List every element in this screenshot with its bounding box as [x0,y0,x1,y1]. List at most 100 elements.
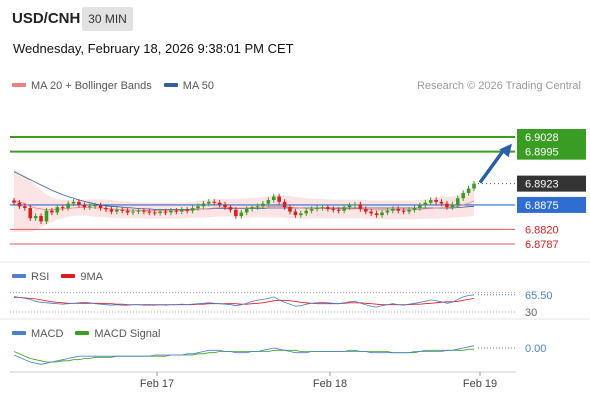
candle-body [23,206,27,209]
candle-body [450,204,455,208]
legend-ma50: MA 50 [163,80,214,92]
candle-body [250,207,254,209]
candle-body [320,207,325,209]
candle-body [17,202,22,207]
legend-swatch-ma50 [163,83,178,88]
candle-body [277,196,281,202]
candle-body [60,207,65,209]
candle-body [77,201,81,205]
candle-body [353,204,357,206]
candle-body [131,211,135,213]
macd-signal-line [13,348,474,363]
candle-body [407,209,411,212]
legend-label-ma9: 9MA [80,271,103,283]
candle-body [401,210,406,212]
candle-body [125,210,130,213]
rsi-value-label: 65.50 [525,290,553,302]
candle-body [342,207,346,211]
candle-body [439,201,444,204]
legend-rsi: RSI [12,271,49,283]
level-label-support: 6.8787 [525,239,559,251]
legend-label-signal: MACD Signal [94,328,161,340]
candle-body [93,205,97,207]
candle-body [142,210,146,212]
chart-header: USD/CNH 30 MIN Wednesday, February 18, 2… [0,0,590,70]
forecast-arrow-shaft [478,148,506,184]
level-tag-resistance [517,143,586,160]
legend-macd: MACD [12,328,63,340]
legend-ma20: MA 20 + Bollinger Bands [12,80,152,92]
level-tag-pivot [517,196,586,213]
candle-body [212,201,217,203]
candle-body [201,203,206,207]
candle-body [391,208,395,211]
rsi-legend: RSI 9MA [12,271,115,283]
candle-body [461,192,465,199]
candle-body [309,208,314,211]
candle-body [466,188,471,193]
candle-body [266,200,271,204]
candle-body [190,208,195,211]
timestamp: Wednesday, February 18, 2026 9:38:01 PM … [13,41,294,56]
candle-body [174,210,179,212]
candle-body [120,209,125,211]
candle-body [207,201,211,204]
candle-body [66,203,70,209]
legend-swatch-macd [12,331,26,336]
candle-body [445,203,449,208]
level-label-pivot: 6.8875 [525,200,559,212]
candle-body [299,213,303,216]
candle-body [136,210,141,212]
main-legend: MA 20 + Bollinger Bands MA 50 [12,80,226,92]
candle-body [87,206,92,208]
timeframe-button[interactable]: 30 MIN [82,7,133,31]
candle-body [412,208,417,210]
level-label-resistance: 6.9028 [525,132,559,144]
legend-rsi-ma9: 9MA [61,271,103,283]
candle-body [185,209,189,211]
level-tag-current [517,175,586,192]
candle-body [147,211,152,213]
candle-body [33,216,38,219]
forecast-arrow-head [499,143,512,158]
bollinger-band-fill [14,169,474,232]
legend-label-macd: MACD [31,328,64,340]
candle-body [363,208,368,212]
candle-body [418,205,422,209]
candle-body [434,200,438,202]
legend-label-ma20: MA 20 + Bollinger Bands [31,80,152,92]
candle-body [28,208,33,219]
candles-group [12,180,476,225]
legend-label-rsi: RSI [31,271,50,283]
candle-body [115,209,119,212]
copyright: Research © 2026 Trading Central [416,80,581,92]
candle-body [158,211,162,213]
x-tick-label: Feb 18 [313,378,347,390]
candle-body [255,206,260,208]
level-label-current: 6.8923 [525,179,559,191]
candle-body [331,208,336,210]
candle-body [228,207,233,210]
level-label-resistance: 6.8995 [525,147,559,159]
macd-legend: MACD MACD Signal [12,328,172,340]
legend-swatch-rsi [12,274,26,279]
candle-body [217,202,222,205]
candle-body [98,205,103,209]
x-tick-label: Feb 17 [140,378,174,390]
candle-body [369,211,373,214]
legend-swatch-signal [75,331,90,336]
candle-body [71,201,76,204]
candle-body [12,200,16,203]
candle-body [50,210,54,213]
candle-body [244,208,249,213]
rsi-line [13,294,475,308]
candle-body [239,212,244,217]
candle-body [288,207,292,212]
candle-body [282,201,287,208]
legend-swatch-ma9 [61,274,76,279]
candle-body [380,212,384,216]
rsi-tick-label: 30 [525,307,537,319]
candle-body [472,183,476,189]
candle-body [374,213,379,216]
